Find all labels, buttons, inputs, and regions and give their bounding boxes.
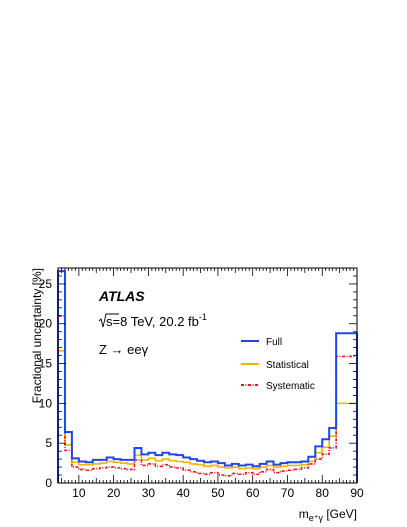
y-tick-label: 10 (39, 396, 53, 410)
energy-label: s=8 TeV, 20.2 fb-1 (98, 312, 207, 329)
x-tick-label: 60 (246, 486, 260, 500)
x-tick-label: 40 (176, 486, 190, 500)
y-tick-label: 25 (39, 277, 53, 291)
series-layer (57, 270, 358, 483)
legend-label-systematic: Systematic (266, 381, 315, 392)
x-tick-label: 30 (142, 486, 156, 500)
x-axis-label-unit: [GeV] (323, 507, 357, 521)
energy-label-text: s=8 TeV, 20.2 fb (106, 314, 199, 329)
x-tick-label: 70 (281, 486, 295, 500)
x-axis-label: me⁺γ [GeV] (299, 507, 357, 523)
x-tick-label: 80 (316, 486, 330, 500)
y-tick-label: 5 (45, 436, 52, 450)
y-tick-label: 20 (39, 317, 53, 331)
legend-label-full: Full (266, 337, 282, 348)
sqrt-sign-icon (98, 313, 119, 328)
y-tick-label: 15 (39, 357, 53, 371)
x-tick-label: 20 (107, 486, 121, 500)
energy-label-sup: -1 (199, 312, 207, 322)
process-label: Z → eeγ (99, 342, 149, 357)
legend-label-statistical: Statistical (266, 360, 309, 371)
svg-text:s=8 TeV, 20.2 fb-1: s=8 TeV, 20.2 fb-1 (106, 312, 207, 329)
x-tick-label: 50 (211, 486, 225, 500)
series-line-systematic (57, 314, 358, 483)
x-axis-label-main: m (299, 507, 309, 521)
atlas-label: ATLAS (98, 288, 145, 304)
x-tick-label: 10 (72, 486, 86, 500)
series-line-statistical (57, 350, 358, 483)
series-line-full (57, 270, 358, 483)
x-tick-label: 90 (350, 486, 364, 500)
x-axis-label-sub: e⁺γ (309, 513, 324, 523)
y-tick-label: 0 (45, 476, 52, 490)
axis-layer: 10 20 30 40 50 60 70 80 90 0 5 10 15 20 25 (39, 267, 364, 500)
legend: Full Statistical Systematic (241, 337, 315, 392)
y-axis-label: Fractional uncertainty [%] (30, 268, 44, 403)
